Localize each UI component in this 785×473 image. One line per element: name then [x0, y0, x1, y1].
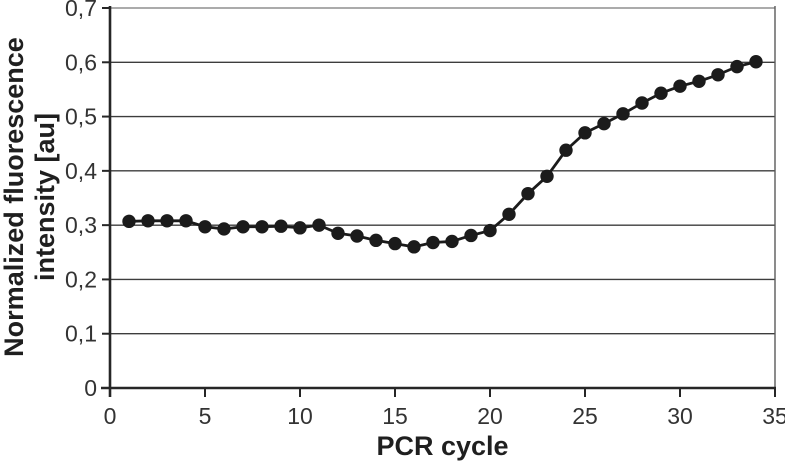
- y-axis-title: Normalized fluorescence intensity [au]: [0, 0, 61, 407]
- data-point: [749, 55, 763, 69]
- data-point: [692, 74, 706, 88]
- data-point: [293, 221, 307, 235]
- data-point: [179, 214, 193, 228]
- data-point: [369, 233, 383, 248]
- x-tick-label: 15: [382, 403, 408, 429]
- data-point: [711, 68, 725, 82]
- gridlines: [110, 6, 776, 388]
- data-point: [236, 220, 250, 234]
- data-point: [122, 214, 136, 229]
- data-point: [445, 234, 459, 249]
- y-axis-title-line1: Normalized fluorescence: [0, 37, 29, 357]
- data-point: [597, 116, 611, 131]
- data-point: [141, 214, 155, 228]
- data-point: [521, 186, 535, 201]
- y-axis: 0 0,1 0,2 0,3 0,4 0,5 0,6 0,7: [65, 0, 112, 401]
- x-tick-label: 35: [762, 403, 785, 429]
- data-series: [122, 55, 763, 254]
- data-point: [255, 220, 269, 234]
- data-point: [274, 219, 288, 233]
- x-tick-label: 0: [104, 403, 117, 429]
- y-tick-label: 0,2: [65, 266, 97, 292]
- data-point: [616, 107, 630, 121]
- y-tick-label: 0,1: [65, 321, 97, 347]
- data-point: [407, 240, 421, 254]
- y-tick-label: 0,3: [65, 212, 97, 238]
- data-point: [426, 235, 440, 250]
- y-tick-label: 0,6: [65, 49, 97, 75]
- x-tick-label: 5: [199, 403, 212, 429]
- series-line: [128, 60, 757, 249]
- data-point: [160, 214, 174, 228]
- data-point-markers: [122, 55, 763, 254]
- x-axis-title: PCR cycle: [376, 431, 509, 461]
- data-point: [388, 236, 402, 251]
- data-point: [654, 86, 668, 100]
- x-tick-label: 25: [572, 403, 598, 429]
- data-point: [483, 223, 497, 238]
- y-tick-label: 0,7: [65, 0, 97, 21]
- x-tick-label: 20: [477, 403, 503, 429]
- x-tick-label: 30: [667, 403, 693, 429]
- data-point: [502, 207, 516, 221]
- x-tick-label: 10: [287, 403, 313, 429]
- data-point: [350, 229, 364, 243]
- data-point: [673, 79, 687, 93]
- data-point: [559, 143, 573, 157]
- x-axis: 0 5 10 15 20 25 30 35: [101, 386, 785, 429]
- y-axis-title-line2: intensity [au]: [30, 113, 60, 282]
- data-point: [464, 228, 478, 243]
- data-point: [198, 220, 212, 234]
- data-point: [578, 126, 592, 140]
- data-point: [730, 59, 744, 74]
- data-point: [331, 226, 345, 240]
- y-tick-label: 0,5: [65, 104, 97, 130]
- data-point: [540, 169, 554, 183]
- data-point: [312, 218, 326, 232]
- data-point: [217, 222, 231, 236]
- data-point: [635, 96, 649, 110]
- y-tick-label: 0: [84, 375, 97, 401]
- y-tick-label: 0,4: [65, 158, 97, 184]
